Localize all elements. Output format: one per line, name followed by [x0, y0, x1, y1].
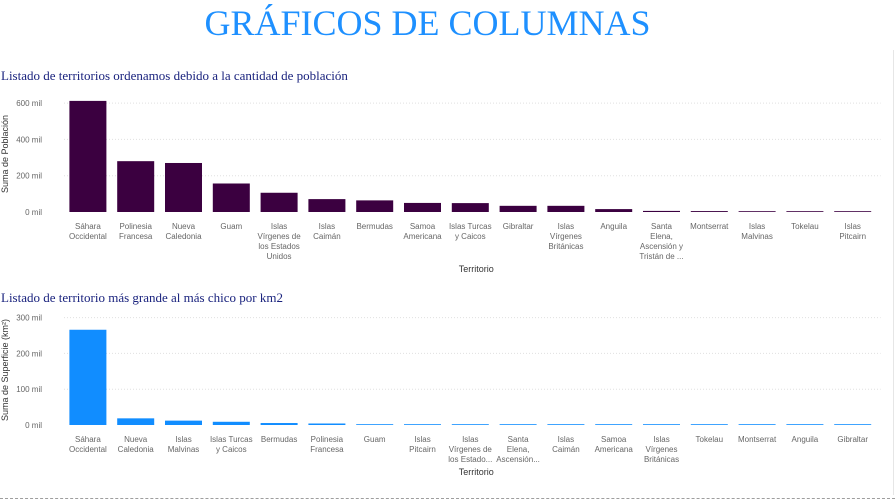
bar[interactable]	[499, 205, 537, 212]
bar[interactable]	[308, 199, 346, 212]
bar[interactable]	[643, 210, 680, 212]
x-tick-label: Montserrat	[690, 222, 729, 231]
x-tick-label: Islas Caimán	[313, 222, 341, 241]
y-axis-title: Suma de Población	[0, 115, 10, 193]
x-tick-label: Bermudas	[356, 222, 392, 231]
x-tick-label: Samoa Americana	[403, 222, 442, 241]
x-tick-label: Islas Caimán	[552, 435, 580, 454]
bar[interactable]	[404, 424, 441, 425]
population-chart: 0 mil 200 mil 400 mil 600 mil Sáhara Occident…	[0, 99, 881, 274]
bar[interactable]	[356, 200, 394, 212]
bar[interactable]	[165, 420, 202, 425]
bar[interactable]	[117, 161, 155, 212]
x-tick-label: Islas Vírgenes Británicas	[644, 435, 679, 464]
area-chart-title: Listado de territorio más grande al más …	[1, 290, 283, 305]
bar[interactable]	[212, 421, 250, 425]
x-tick-label: Gibraltar	[837, 435, 868, 444]
bar[interactable]	[643, 424, 680, 425]
bar[interactable]	[690, 424, 728, 425]
x-tick-label: Polinesia Francesa	[119, 222, 153, 241]
bar[interactable]	[738, 424, 776, 425]
bar[interactable]	[165, 162, 202, 212]
x-tick-label: Nueva Caledonia	[165, 222, 202, 241]
bar[interactable]	[738, 211, 776, 212]
x-tick-label: Bermudas	[261, 435, 297, 444]
bar[interactable]	[786, 424, 824, 425]
x-tick-label: Sáhara Occidental	[69, 222, 107, 241]
x-tick-label: Islas Vírgenes de los Estados Unidos	[258, 222, 302, 261]
bar[interactable]	[786, 211, 824, 212]
bar[interactable]	[834, 424, 872, 425]
x-tick-label: Tokelau	[696, 435, 724, 444]
x-tick-label: Islas Vírgenes Británicas	[548, 222, 583, 251]
x-tick-label: Polinesia Francesa	[310, 435, 344, 454]
x-axis-title: Territorio	[459, 264, 494, 274]
y-axis-title: Suma de Superficie (km²)	[0, 319, 10, 421]
x-tick-label: Gibraltar	[503, 222, 534, 231]
bar[interactable]	[69, 100, 107, 212]
x-tick-label: Islas Turcas y Caicos	[210, 435, 253, 454]
right-divider	[893, 50, 894, 495]
x-tick-label: Islas Pitcairn	[839, 222, 866, 241]
y-tick-label: 200 mil	[16, 349, 42, 358]
x-tick-label: Montserrat	[738, 435, 777, 444]
x-tick-label: Santa Elena, Ascensión y Tristán de ...	[639, 222, 683, 261]
bar[interactable]	[212, 183, 250, 212]
area-chart: 0 mil 100 mil 200 mil 300 mil Sáhara Occident…	[0, 314, 881, 477]
y-tick-label: 600 mil	[16, 99, 42, 108]
x-tick-label: Anguila	[792, 435, 819, 444]
bar[interactable]	[69, 329, 107, 425]
bar[interactable]	[595, 209, 633, 212]
x-tick-label: Anguila	[600, 222, 627, 231]
bar[interactable]	[260, 192, 298, 212]
bar[interactable]	[117, 418, 155, 425]
x-axis-title: Territorio	[459, 467, 494, 477]
bar[interactable]	[834, 211, 872, 212]
x-tick-label: Nueva Caledonia	[118, 435, 155, 454]
bar[interactable]	[547, 205, 585, 212]
y-tick-label: 100 mil	[16, 385, 42, 394]
x-tick-label: Islas Vírgenes de los Estado...	[448, 435, 492, 464]
bar[interactable]	[547, 424, 585, 425]
bar[interactable]	[499, 424, 537, 425]
x-tick-label: Samoa Americana	[595, 435, 634, 454]
bar[interactable]	[451, 203, 489, 212]
bar[interactable]	[690, 211, 728, 212]
x-tick-label: Santa Elena, Ascensión...	[496, 435, 540, 464]
bar[interactable]	[451, 424, 489, 425]
y-tick-label: 200 mil	[16, 172, 42, 181]
bar[interactable]	[308, 423, 346, 425]
x-tick-label: Islas Malvinas	[741, 222, 773, 241]
x-tick-label: Islas Turcas y Caicos	[449, 222, 492, 241]
y-tick-label: 300 mil	[16, 314, 42, 323]
bar[interactable]	[356, 424, 394, 425]
x-tick-label: Sáhara Occidental	[69, 435, 107, 454]
x-tick-label: Islas Malvinas	[168, 435, 200, 454]
bottom-divider	[0, 498, 895, 499]
x-tick-label: Guam	[220, 222, 242, 231]
x-tick-label: Guam	[364, 435, 386, 444]
bar[interactable]	[260, 423, 298, 425]
bar[interactable]	[595, 424, 633, 425]
page-title: GRÁFICOS DE COLUMNAS	[204, 3, 651, 43]
x-tick-label: Islas Pitcairn	[409, 435, 436, 454]
population-chart-title: Listado de territorios ordenamos debido …	[1, 68, 348, 83]
y-tick-label: 400 mil	[16, 135, 42, 144]
y-tick-label: 0 mil	[25, 421, 42, 430]
x-tick-label: Tokelau	[791, 222, 819, 231]
bar[interactable]	[404, 202, 441, 212]
y-tick-label: 0 mil	[25, 208, 42, 217]
